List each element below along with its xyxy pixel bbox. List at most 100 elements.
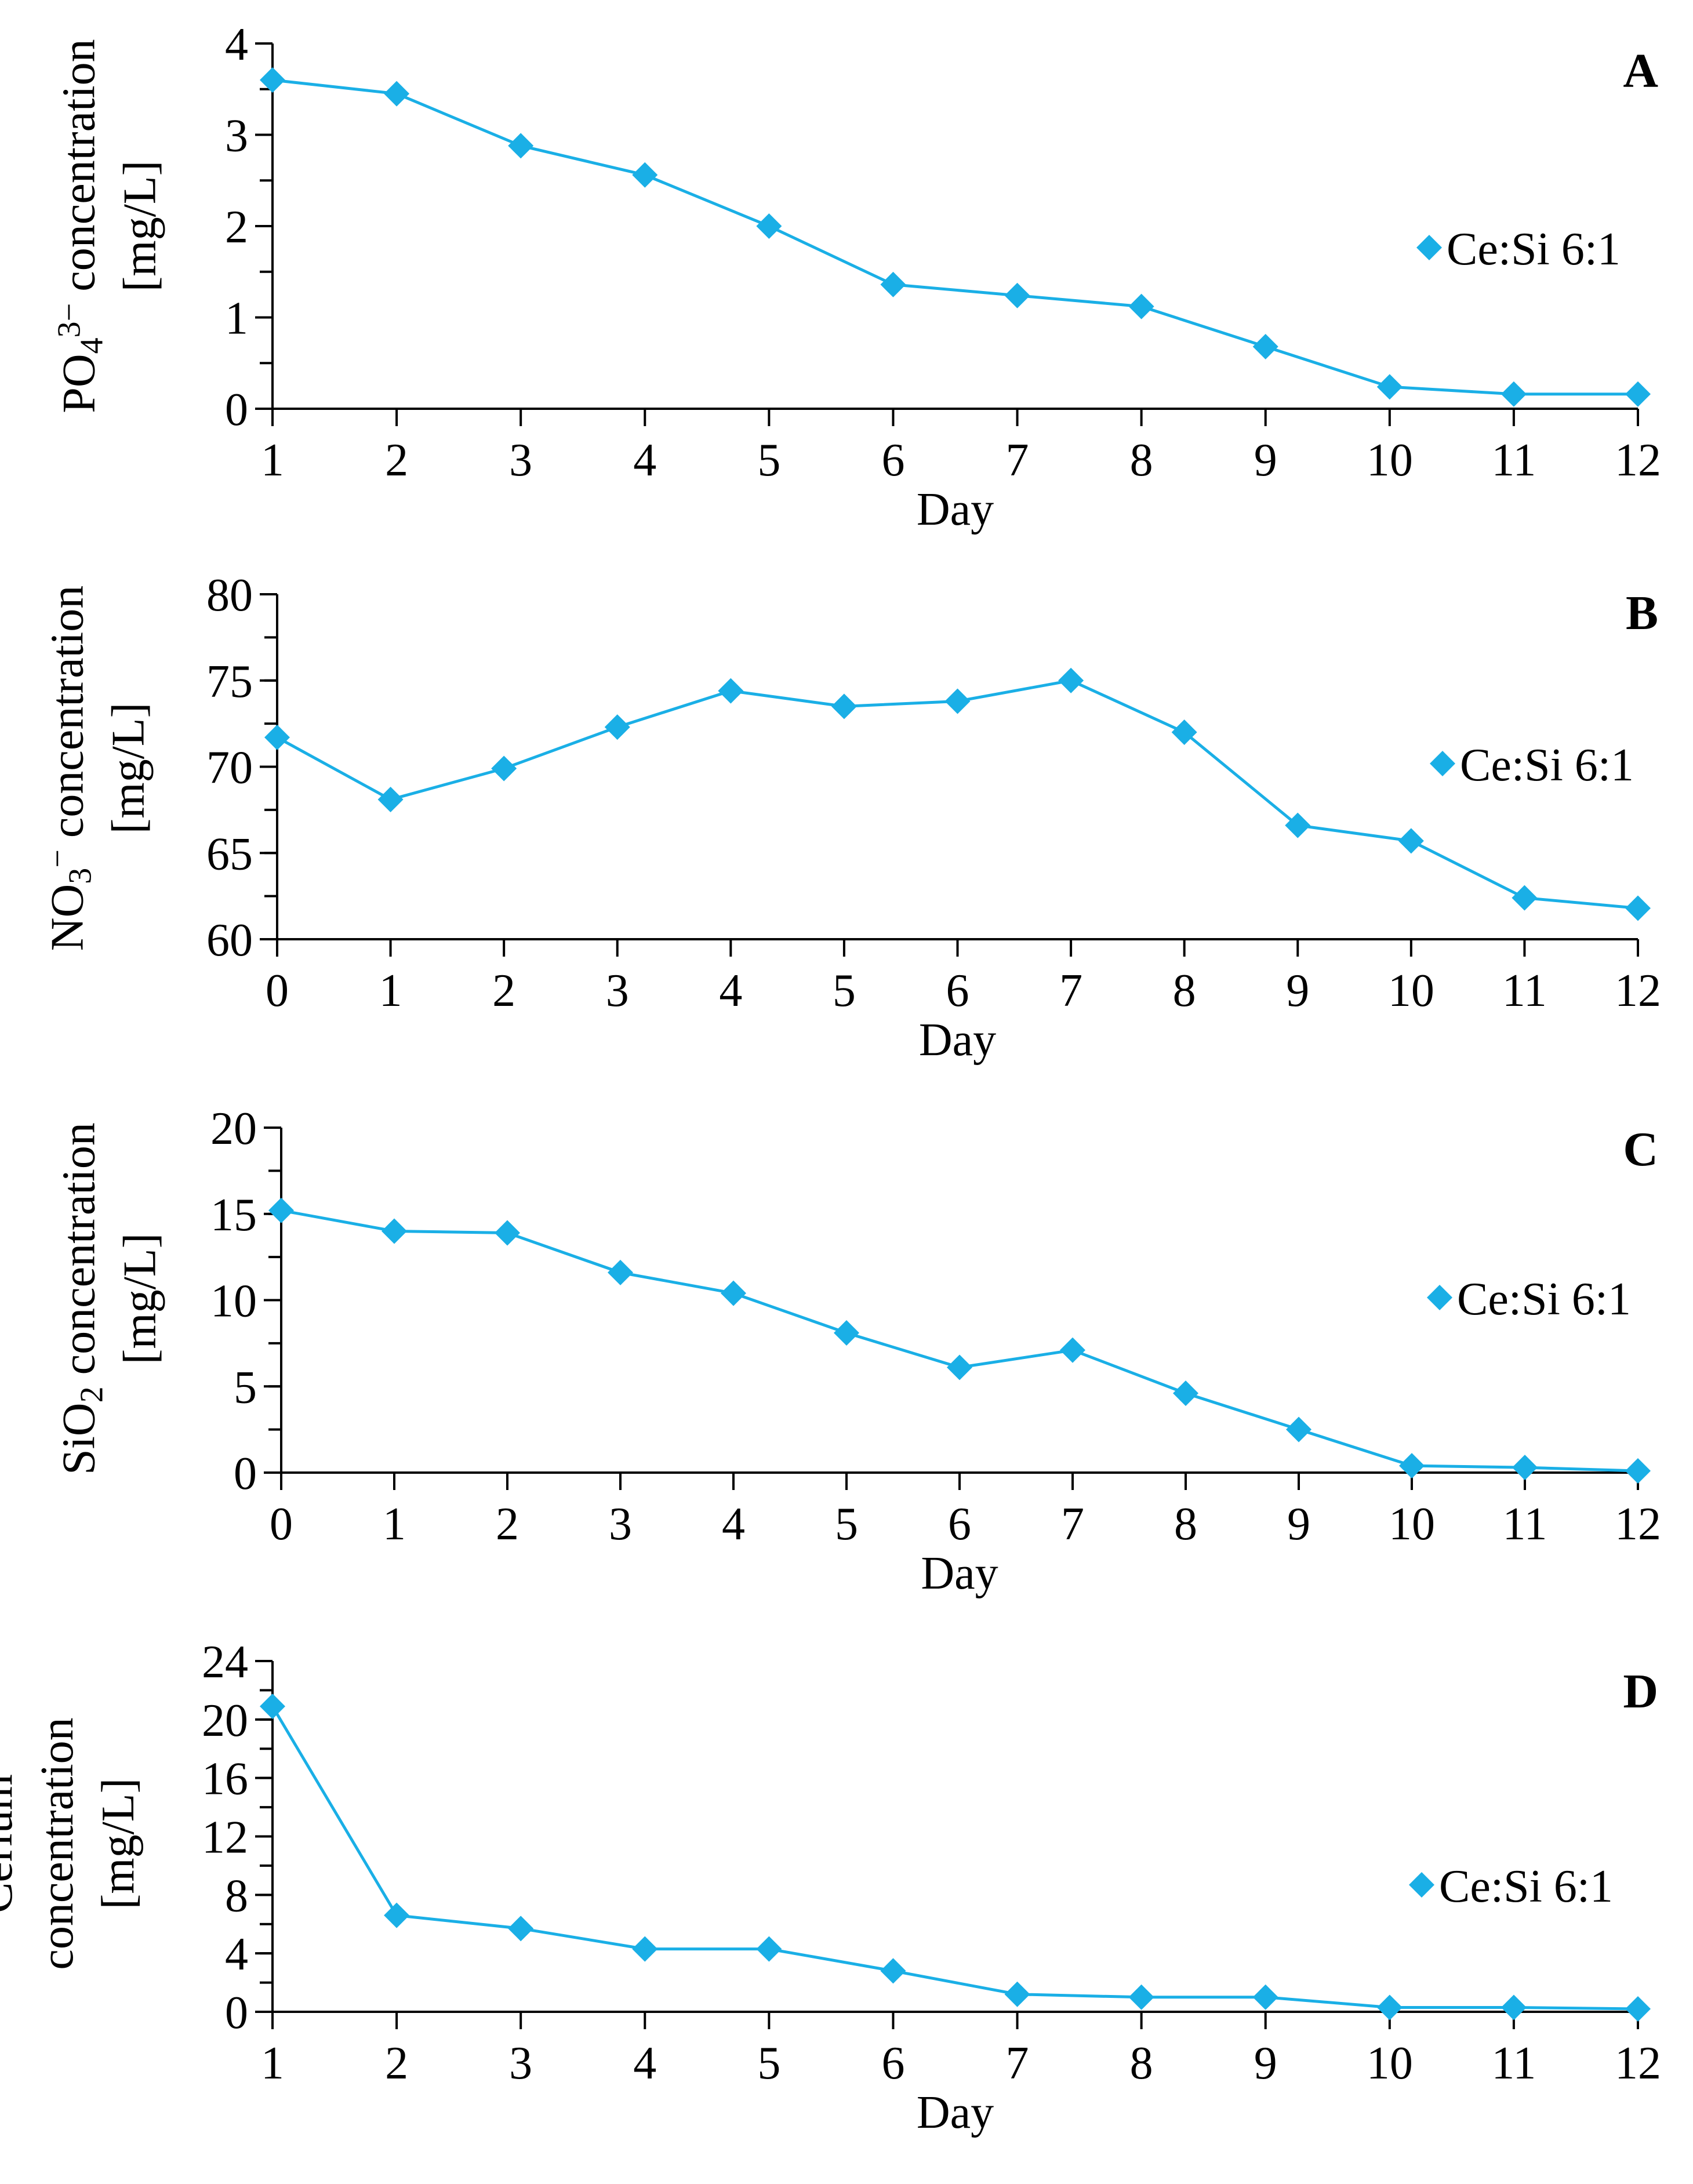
panel-a-x-tick-label: 6 xyxy=(881,435,904,486)
panel-b-data-point xyxy=(1058,667,1084,693)
panel-b-data-point xyxy=(377,787,404,813)
panel-d-x-tick-label: 5 xyxy=(757,2038,780,2089)
panel-a-x-axis-title: Day xyxy=(917,484,994,535)
panel-d-x-tick-label: 9 xyxy=(1254,2038,1277,2089)
panel-d-x-tick-label: 3 xyxy=(509,2038,532,2089)
panel-b-x-tick-label: 3 xyxy=(606,965,629,1016)
panel-c-x-tick-label: 12 xyxy=(1615,1499,1661,1550)
panel-c-x-axis-title: Day xyxy=(921,1548,998,1599)
panel-d-data-point xyxy=(508,1916,534,1942)
panel-a-legend-label: Ce:Si 6:1 xyxy=(1447,224,1621,275)
panel-c-series-line xyxy=(281,1209,1638,1473)
panel-a-data-point xyxy=(1004,282,1030,308)
panel-c-data-point xyxy=(495,1220,520,1246)
panel-a-data-point xyxy=(1625,381,1651,407)
panel-b-x-tick-label: 9 xyxy=(1286,965,1309,1016)
panel-d-y-tick-label: 8 xyxy=(225,1870,248,1921)
panel-c-data-point xyxy=(1060,1337,1085,1363)
panel-b-series-line xyxy=(276,679,1638,910)
panel-b-data-point xyxy=(718,678,744,704)
panel-c-x-tick-label: 10 xyxy=(1389,1499,1435,1550)
panel-d-x-tick-label: 2 xyxy=(385,2038,408,2089)
panel-c-legend-marker xyxy=(1427,1285,1452,1310)
panel-a-y-axis-title: PO43− concentration [mg/L] xyxy=(51,39,165,413)
panel-d-y-tick-label: 16 xyxy=(202,1754,248,1805)
panel-b-data-point xyxy=(1398,828,1424,854)
panel-c-x-tick-label: 5 xyxy=(835,1499,858,1550)
panel-b-x-axis-title: Day xyxy=(919,1015,996,1066)
panel-a-data-point xyxy=(632,162,658,188)
panel-b-data-point xyxy=(491,755,517,782)
panel-c-data-point xyxy=(608,1259,633,1285)
panel-a-series-line xyxy=(272,78,1638,396)
panel-d-legend-label: Ce:Si 6:1 xyxy=(1439,1861,1613,1912)
panel-d-data-point xyxy=(756,1936,782,1962)
panel-c-y-tick-label: 10 xyxy=(210,1276,257,1327)
panel-b-y-tick-label: 65 xyxy=(206,828,253,880)
panel-b-x-tick-label: 0 xyxy=(266,965,289,1016)
panel-c-data-point xyxy=(1512,1455,1538,1481)
panel-c-legend-label: Ce:Si 6:1 xyxy=(1457,1274,1631,1325)
panel-a-y-tick-label: 0 xyxy=(225,384,248,435)
panel-d-x-tick-label: 4 xyxy=(633,2038,656,2089)
panel-c-data-point xyxy=(947,1354,972,1380)
panel-d-data-point xyxy=(384,1902,410,1928)
panel-d-x-tick-label: 8 xyxy=(1130,2038,1153,2089)
panel-b-x-tick-label: 8 xyxy=(1173,965,1196,1016)
panel-a-legend-marker xyxy=(1416,235,1442,260)
panel-a-y-tick-label: 2 xyxy=(225,202,248,253)
panel-d-letter: D xyxy=(1623,1665,1658,1718)
panel-b-y-tick-label: 60 xyxy=(206,915,253,966)
panel-a-y-axis-title-line: [mg/L] xyxy=(115,161,166,292)
panel-d-data-point xyxy=(260,1694,285,1720)
panel-a-data-point xyxy=(880,271,906,297)
panel-b-x-tick-label: 11 xyxy=(1502,965,1547,1016)
panel-c-x-tick-label: 8 xyxy=(1174,1499,1197,1550)
panel-c-data-point xyxy=(1399,1453,1425,1479)
panel-d-data-point xyxy=(1501,1994,1527,2021)
panel-d-y-tick-label: 20 xyxy=(202,1695,248,1746)
panel-d-y-tick-label: 12 xyxy=(202,1812,248,1863)
panel-d-y-tick-label: 4 xyxy=(225,1929,248,1980)
panel-c-data-point xyxy=(721,1280,746,1306)
panel-b-data-point xyxy=(1171,719,1197,745)
panel-d-data-point xyxy=(880,1958,906,1984)
panel-c-y-axis-title-line: [mg/L] xyxy=(115,1233,166,1365)
panel-a-data-point xyxy=(1252,333,1278,359)
panel-b-letter: B xyxy=(1626,586,1658,640)
panel-d-data-point xyxy=(632,1936,658,1962)
panel-d-data-point xyxy=(1252,1984,1278,2010)
panel-d-x-tick-label: 6 xyxy=(881,2038,904,2089)
panel-b-x-tick-label: 10 xyxy=(1388,965,1434,1016)
panel-c-x-tick-label: 1 xyxy=(383,1499,406,1550)
panel-d-y-tick-label: 0 xyxy=(225,1987,248,2038)
panel-a-data-point xyxy=(260,67,285,93)
panel-a-y-tick-label: 1 xyxy=(225,293,248,344)
panel-b-legend-marker xyxy=(1430,751,1455,776)
panel-c-x-tick-label: 7 xyxy=(1061,1499,1084,1550)
panel-a-x-tick-label: 7 xyxy=(1006,435,1029,486)
panel-d-x-tick-label: 12 xyxy=(1615,2038,1661,2089)
panel-d-x-axis-title: Day xyxy=(917,2087,994,2138)
panel-b-x-tick-label: 6 xyxy=(946,965,969,1016)
panel-d-y-axis-title-line: [mg/L] xyxy=(93,1778,144,1910)
panel-c-data-point xyxy=(1173,1380,1198,1407)
panel-b-y-tick-label: 70 xyxy=(206,743,253,794)
panel-b-x-tick-label: 7 xyxy=(1059,965,1082,1016)
panel-a-data-point xyxy=(1376,374,1403,400)
panel-c-data-point xyxy=(834,1320,859,1346)
panel-b-data-point xyxy=(944,688,971,714)
panel-a-y-tick-label: 3 xyxy=(225,111,248,162)
panel-c-x-tick-label: 4 xyxy=(722,1499,745,1550)
panel-c-y-tick-label: 20 xyxy=(210,1103,257,1154)
panel-b-y-tick-label: 75 xyxy=(206,656,253,707)
panel-d-data-point xyxy=(1376,1994,1403,2021)
panel-c-legend: Ce:Si 6:1 xyxy=(1427,1274,1631,1325)
panel-a-y-axis-title-line: PO43− concentration xyxy=(51,39,110,413)
panel-d-legend: Ce:Si 6:1 xyxy=(1409,1861,1613,1912)
panel-c-data-point xyxy=(382,1218,407,1244)
panel-c-y-tick-label: 15 xyxy=(210,1190,257,1241)
